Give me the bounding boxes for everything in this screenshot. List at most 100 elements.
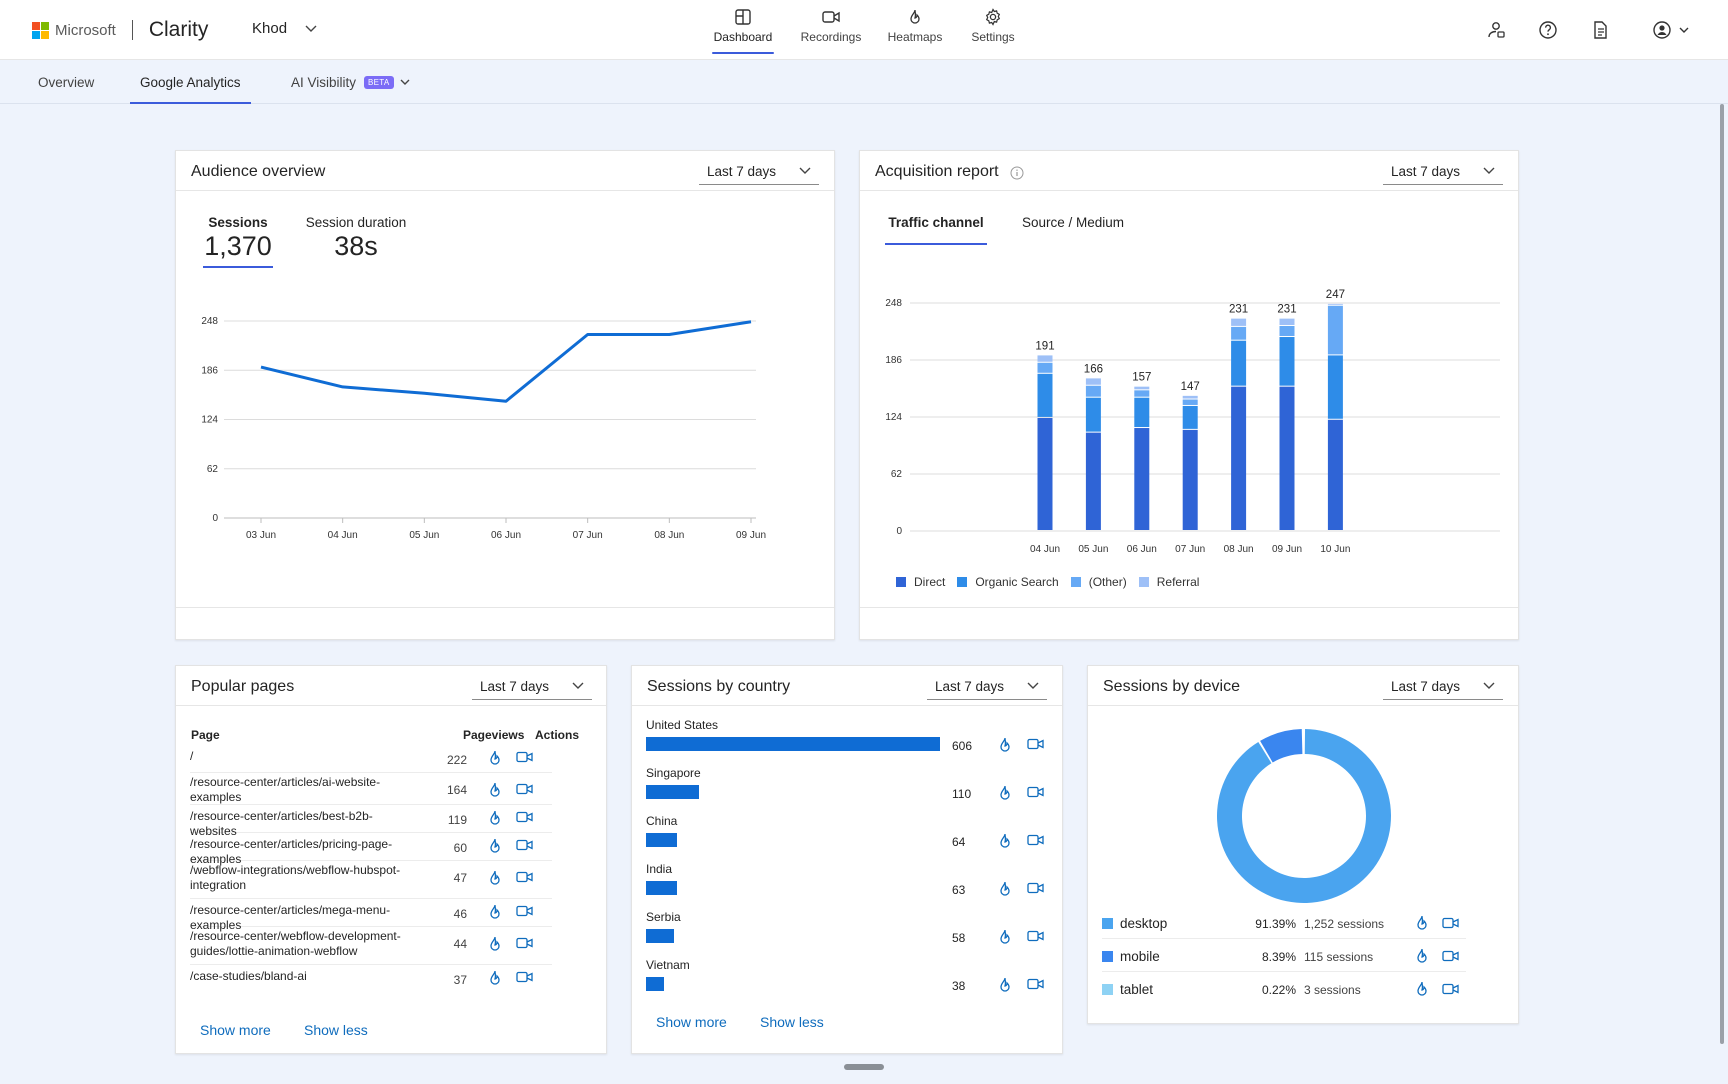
nav-dashboard[interactable]: Dashboard — [712, 8, 774, 54]
heatmap-flame-icon[interactable] — [488, 970, 502, 991]
nav-recordings[interactable]: Recordings — [800, 8, 862, 52]
heatmap-flame-icon[interactable] — [998, 833, 1012, 854]
tab-google-analytics[interactable]: Google Analytics — [130, 60, 251, 104]
resize-handle[interactable] — [844, 1064, 884, 1070]
recording-camera-icon[interactable] — [1442, 916, 1460, 933]
heatmap-flame-icon[interactable] — [998, 737, 1012, 758]
page-path[interactable]: / — [190, 749, 194, 763]
device-row[interactable]: mobile 8.39% 115 sessions — [1102, 942, 1466, 972]
table-row[interactable]: /resource-center/articles/ai-website-exa… — [190, 773, 552, 805]
nav-heatmaps[interactable]: Heatmaps — [886, 8, 944, 52]
date-range-dropdown[interactable]: Last 7 days — [1383, 674, 1503, 700]
page-path[interactable]: /resource-center/webflow-development-gui… — [190, 929, 401, 958]
recording-camera-icon[interactable] — [1442, 982, 1460, 999]
recording-camera-icon[interactable] — [516, 970, 534, 989]
heatmap-flame-icon[interactable] — [1415, 915, 1429, 934]
show-more-link[interactable]: Show more — [656, 1014, 727, 1030]
heatmap-flame-icon[interactable] — [488, 782, 502, 803]
brand[interactable]: Microsoft Clarity — [32, 0, 208, 60]
recording-camera-icon[interactable] — [516, 870, 534, 889]
sessions-metric[interactable]: Sessions 1,370 — [203, 215, 273, 268]
heatmap-flame-icon[interactable] — [998, 929, 1012, 950]
heatmap-flame-icon[interactable] — [998, 785, 1012, 806]
page-path[interactable]: /case-studies/bland-ai — [190, 969, 307, 983]
page-path[interactable]: /resource-center/articles/pricing-page-e… — [190, 837, 393, 866]
legend-item-direct[interactable]: Direct — [896, 575, 945, 589]
show-less-link[interactable]: Show less — [304, 1022, 368, 1038]
table-row[interactable]: /resource-center/webflow-development-gui… — [190, 927, 552, 965]
nav-settings[interactable]: Settings — [968, 8, 1018, 52]
heatmap-flame-icon[interactable] — [1415, 981, 1429, 1000]
legend-item-other[interactable]: (Other) — [1070, 575, 1127, 589]
tab-source-medium[interactable]: Source / Medium — [1022, 215, 1124, 230]
recording-camera-icon[interactable] — [516, 750, 534, 769]
tab-overview[interactable]: Overview — [38, 60, 94, 104]
nav-dashboard-label: Dashboard — [713, 30, 773, 44]
device-row[interactable]: desktop 91.39% 1,252 sessions — [1102, 909, 1466, 939]
session-duration-label: Session duration — [305, 215, 407, 230]
country-bar[interactable] — [646, 881, 677, 895]
vertical-scrollbar[interactable] — [1720, 104, 1724, 1044]
heatmap-flame-icon[interactable] — [488, 838, 502, 859]
legend-item-referral[interactable]: Referral — [1138, 575, 1199, 589]
legend-item-organic-search[interactable]: Organic Search — [957, 575, 1059, 589]
country-bar[interactable] — [646, 737, 940, 751]
recording-camera-icon[interactable] — [1027, 881, 1045, 900]
country-bar[interactable] — [646, 929, 675, 943]
date-range-dropdown[interactable]: Last 7 days — [1383, 159, 1503, 185]
chevron-down-icon — [572, 682, 584, 689]
recording-camera-icon[interactable] — [516, 936, 534, 955]
project-selector[interactable]: Khod — [252, 20, 317, 37]
recording-camera-icon[interactable] — [1027, 785, 1045, 804]
popular-pages-card: Popular pages Last 7 days Page Pageviews… — [175, 665, 607, 1054]
tab-ai-visibility[interactable]: AI Visibility BETA — [291, 60, 410, 104]
table-row[interactable]: /webflow-integrations/webflow-hubspot-in… — [190, 861, 552, 899]
date-range-dropdown[interactable]: Last 7 days — [472, 674, 592, 700]
heatmap-flame-icon[interactable] — [488, 870, 502, 891]
date-range-dropdown[interactable]: Last 7 days — [699, 159, 819, 185]
heatmap-flame-icon[interactable] — [488, 904, 502, 925]
tab-traffic-channel[interactable]: Traffic channel — [885, 215, 987, 245]
table-row[interactable]: / 222 — [190, 745, 552, 773]
recording-camera-icon[interactable] — [1027, 929, 1045, 948]
people-settings-icon[interactable] — [1486, 20, 1506, 40]
page-path[interactable]: /webflow-integrations/webflow-hubspot-in… — [190, 863, 401, 892]
heatmap-flame-icon[interactable] — [488, 936, 502, 957]
bar-segment — [1037, 417, 1053, 530]
date-range-dropdown[interactable]: Last 7 days — [927, 674, 1047, 700]
info-icon[interactable] — [1010, 166, 1024, 180]
country-bar[interactable] — [646, 977, 665, 991]
heatmap-flame-icon[interactable] — [488, 810, 502, 831]
device-row[interactable]: tablet 0.22% 3 sessions — [1102, 975, 1466, 1005]
session-duration-metric[interactable]: Session duration 38s — [301, 215, 411, 262]
sessions-label: Sessions — [208, 215, 268, 230]
recording-camera-icon[interactable] — [516, 838, 534, 857]
help-icon[interactable] — [1538, 20, 1558, 40]
heatmap-flame-icon[interactable] — [488, 750, 502, 771]
country-bar[interactable] — [646, 833, 678, 847]
page-path[interactable]: /resource-center/articles/ai-website-exa… — [190, 775, 381, 804]
recording-camera-icon[interactable] — [516, 782, 534, 801]
country-bar[interactable] — [646, 785, 700, 799]
recording-camera-icon[interactable] — [1027, 833, 1045, 852]
table-row[interactable]: /resource-center/articles/best-b2b-websi… — [190, 805, 552, 838]
show-more-link[interactable]: Show more — [200, 1022, 271, 1038]
y-tick-label: 124 — [201, 415, 218, 426]
table-row[interactable]: /resource-center/articles/mega-menu-exam… — [190, 899, 552, 932]
recording-camera-icon[interactable] — [516, 904, 534, 923]
recording-camera-icon[interactable] — [1027, 977, 1045, 996]
recording-camera-icon[interactable] — [516, 810, 534, 829]
heatmap-flame-icon[interactable] — [998, 881, 1012, 902]
document-icon[interactable] — [1590, 20, 1610, 40]
table-row[interactable]: /case-studies/bland-ai 37 — [190, 965, 552, 993]
table-row[interactable]: /resource-center/articles/pricing-page-e… — [190, 833, 552, 866]
heatmap-flame-icon[interactable] — [998, 977, 1012, 998]
page-path[interactable]: /resource-center/articles/best-b2b-websi… — [190, 809, 373, 838]
show-less-link[interactable]: Show less — [760, 1014, 824, 1030]
recording-camera-icon[interactable] — [1027, 737, 1045, 756]
recording-camera-icon[interactable] — [1442, 949, 1460, 966]
heatmap-flame-icon[interactable] — [1415, 948, 1429, 967]
page-path[interactable]: /resource-center/articles/mega-menu-exam… — [190, 903, 391, 932]
device-percent: 8.39% — [1261, 950, 1296, 964]
account-icon[interactable] — [1652, 20, 1692, 40]
